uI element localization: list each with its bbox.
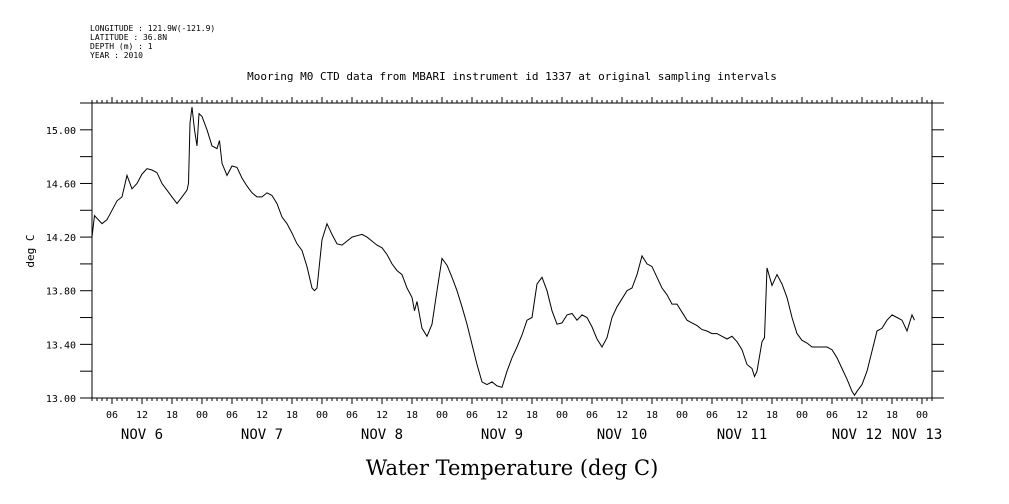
depth-label: DEPTH (m) : 1: [90, 42, 153, 51]
y-tick-label: 13.80: [46, 287, 76, 298]
year-label: YEAR : 2010: [90, 51, 143, 60]
x-hour-tick-label: 18: [646, 410, 658, 421]
x-day-label: NOV 12: [832, 427, 883, 443]
x-hour-tick-label: 12: [136, 410, 148, 421]
x-hour-tick-label: 06: [466, 410, 478, 421]
x-hour-tick-label: 12: [376, 410, 388, 421]
plot-frame: [91, 102, 933, 399]
latitude-label: LATITUDE : 36.8N: [90, 33, 167, 42]
x-hour-tick-label: 00: [796, 410, 808, 421]
x-hour-tick-label: 12: [736, 410, 748, 421]
y-tick-label: 14.60: [46, 179, 76, 190]
x-hour-tick-label: 18: [526, 410, 538, 421]
x-day-label: NOV 9: [481, 427, 523, 443]
x-hour-tick-label: 06: [586, 410, 598, 421]
x-hour-tick-label: 18: [286, 410, 298, 421]
x-hour-tick-label: 06: [346, 410, 358, 421]
y-tick-label: 15.00: [46, 126, 76, 137]
x-day-label: NOV 13: [892, 427, 943, 443]
x-hour-tick-label: 06: [106, 410, 118, 421]
x-day-label: NOV 7: [241, 427, 283, 443]
x-hour-tick-label: 00: [916, 410, 928, 421]
x-day-label: NOV 11: [717, 427, 768, 443]
x-axis-label: Water Temperature (deg C): [366, 456, 659, 480]
x-hour-tick-label: 06: [226, 410, 238, 421]
x-hour-tick-label: 00: [676, 410, 688, 421]
longitude-label: LONGITUDE : 121.9W(-121.9): [90, 24, 215, 33]
x-hour-tick-label: 00: [556, 410, 568, 421]
y-tick-label: 13.40: [46, 340, 76, 351]
x-hour-tick-label: 00: [196, 410, 208, 421]
axes: 06 12 18 00 06 12 18 00 06 12 18 00 06 12 18 00 06 12 18 00…: [46, 97, 944, 443]
x-hour-tick-label: 06: [706, 410, 718, 421]
x-day-label: NOV 6: [121, 427, 163, 443]
x-hour-tick-label: 12: [856, 410, 868, 421]
y-tick-label: 13.00: [46, 394, 76, 405]
x-hour-tick-label: 06: [826, 410, 838, 421]
y-axis-label: deg C: [24, 234, 37, 267]
x-hour-tick-label: 18: [766, 410, 778, 421]
x-hour-tick-label: 12: [256, 410, 268, 421]
x-hour-tick-label: 12: [616, 410, 628, 421]
y-tick-label: 14.20: [46, 233, 76, 244]
temperature-series-line: [91, 106, 915, 397]
x-day-label: NOV 10: [597, 427, 648, 443]
x-hour-tick-label: 12: [496, 410, 508, 421]
x-hour-tick-label: 18: [406, 410, 418, 421]
x-hour-tick-label: 18: [166, 410, 178, 421]
x-day-label: NOV 8: [361, 427, 403, 443]
x-hour-tick-label: 00: [436, 410, 448, 421]
x-hour-tick-label: 00: [316, 410, 328, 421]
chart-title: Mooring M0 CTD data from MBARI instrumen…: [247, 70, 777, 83]
x-hour-tick-label: 18: [886, 410, 898, 421]
